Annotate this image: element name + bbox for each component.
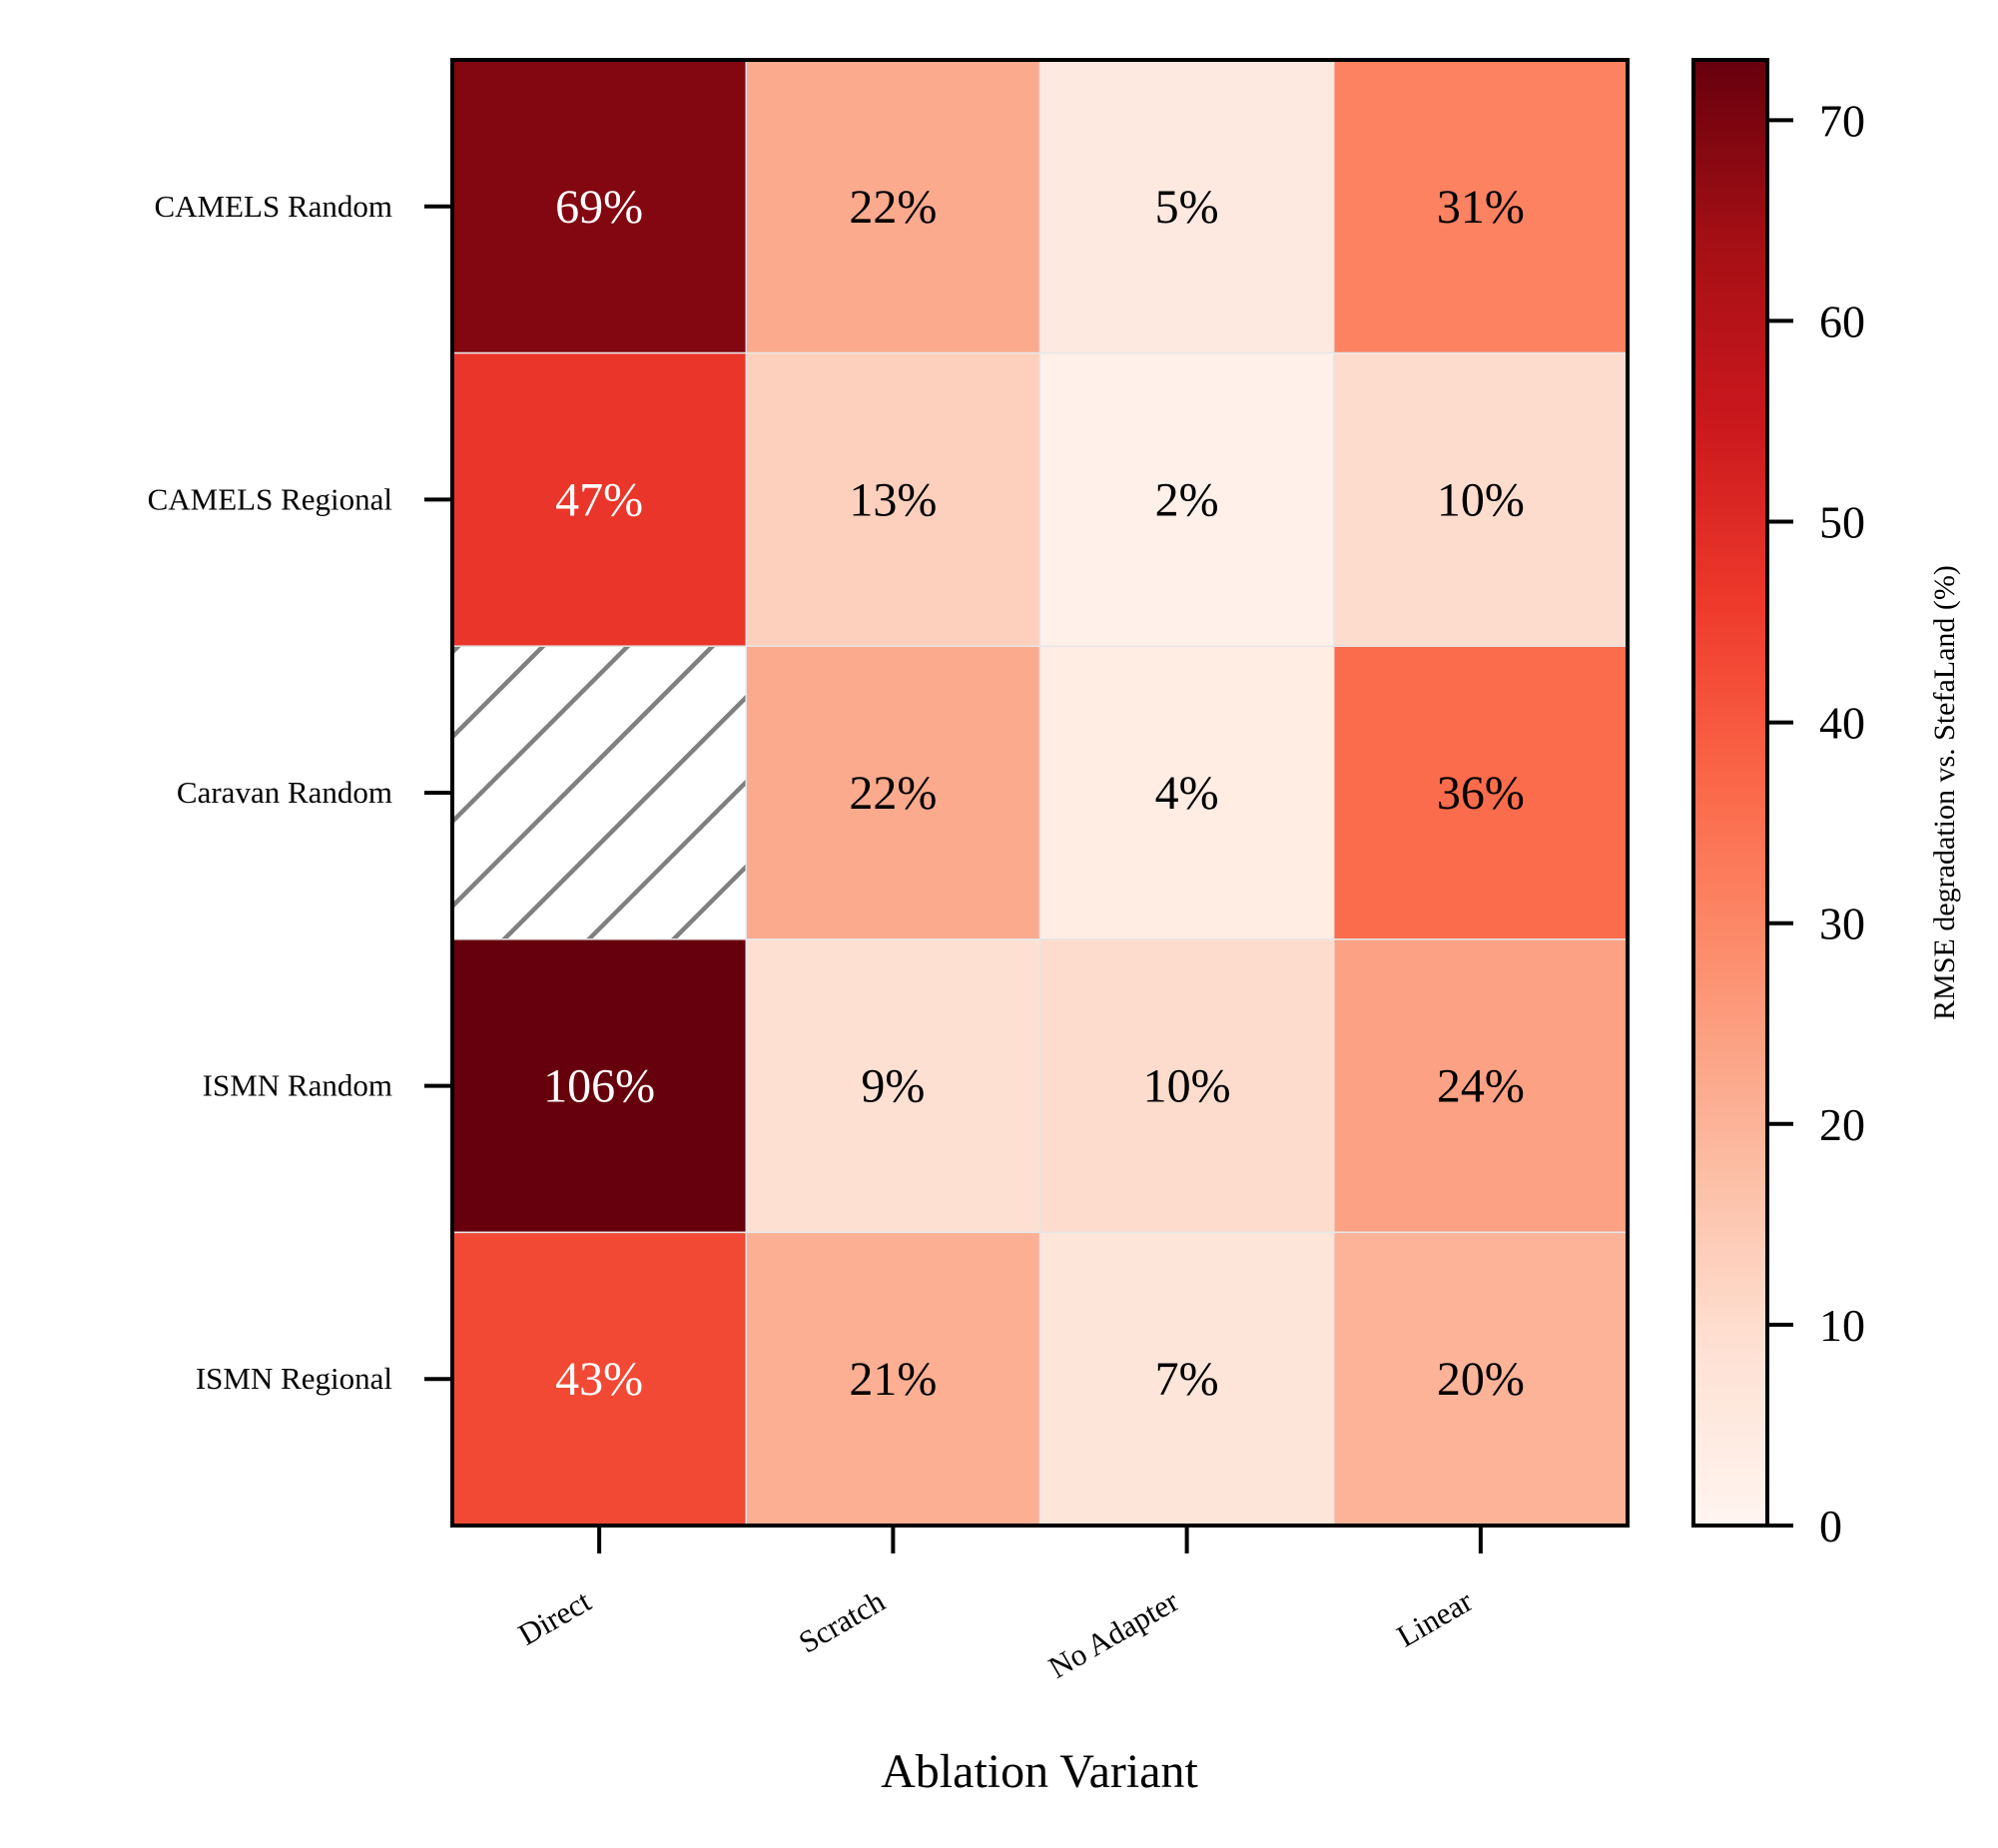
y-tick-label: ISMN Random	[203, 1068, 392, 1103]
y-tick-label: CAMELS Regional	[148, 481, 392, 516]
colorbar-tick-label: 30	[1819, 899, 1865, 949]
x-tick-label: Scratch	[793, 1583, 891, 1660]
y-tick-label: Caravan Random	[177, 775, 392, 810]
heatmap-cell	[1333, 1231, 1629, 1527]
cell-value-label: 69%	[555, 181, 643, 234]
cell-value-label: 24%	[1437, 1060, 1525, 1113]
cell-value-label: 21%	[849, 1353, 937, 1406]
x-tick-label: Linear	[1391, 1582, 1479, 1653]
cell-value-label: 36%	[1437, 767, 1525, 820]
cell-value-label: 2%	[1155, 473, 1219, 526]
heatmap-cell	[1333, 938, 1629, 1234]
heatmap-cell	[451, 1231, 747, 1527]
heatmap-cells	[451, 59, 1629, 1527]
heatmap-cell	[1333, 645, 1629, 940]
heatmap-cell	[1333, 59, 1629, 354]
heatmap-cell	[451, 351, 747, 647]
heatmap-cell	[451, 59, 747, 354]
heatmap-cell	[745, 351, 1041, 647]
colorbar-frame	[1691, 58, 1769, 1528]
colorbar-tick-label: 70	[1819, 95, 1865, 146]
cell-value-label: 13%	[849, 473, 937, 526]
heatmap-cell	[1038, 938, 1335, 1234]
colorbar-tick-label: 60	[1819, 296, 1865, 346]
cell-value-label: 10%	[1143, 1060, 1231, 1113]
heatmap-cell	[1038, 351, 1335, 647]
colorbar-tick-label: 0	[1819, 1501, 1842, 1551]
cell-labels: 69% 22% 5% 31% 47% 13% 2% 10% 22% 4% 36% 106% 9% 10% 2…	[543, 181, 1525, 1406]
cell-value-label: 43%	[555, 1353, 643, 1406]
cell-value-label: 9%	[861, 1060, 925, 1113]
heatmap-cell	[745, 59, 1041, 354]
x-tick-label: No Adapter	[1042, 1582, 1185, 1685]
y-tick-label: ISMN Regional	[196, 1361, 392, 1396]
cell-value-label: 10%	[1437, 473, 1525, 526]
heatmap-cell	[745, 645, 1041, 940]
cell-value-label: 31%	[1437, 181, 1525, 234]
heatmap-cell	[745, 1231, 1041, 1527]
colorbar-tick-label: 20	[1819, 1099, 1865, 1150]
colorbar-tick-label: 50	[1819, 497, 1865, 548]
heatmap-cell	[1333, 351, 1629, 647]
cell-value-label: 20%	[1437, 1353, 1525, 1406]
heatmap-cell	[745, 938, 1041, 1234]
colorbar-label: RMSE degradation vs. StefaLand (%)	[1928, 565, 1961, 1020]
cell-value-label: 4%	[1155, 767, 1219, 820]
colorbar-gradient	[1693, 60, 1767, 1526]
y-axis: CAMELS Random CAMELS Regional Caravan Rand…	[148, 189, 452, 1396]
heatmap-cell	[451, 938, 747, 1234]
cell-value-label: 47%	[555, 473, 643, 526]
cell-value-label: 22%	[849, 181, 937, 234]
cell-value-label: 22%	[849, 767, 937, 820]
colorbar-tick-label: 10	[1819, 1300, 1865, 1351]
colorbar-ticks: 0 10 20 30 40 50 60 70	[1767, 95, 1865, 1551]
x-tick-label: Direct	[512, 1583, 597, 1652]
heatmap-cell-missing	[451, 645, 747, 940]
x-axis-label: Ablation Variant	[881, 1745, 1198, 1798]
heatmap-cell	[1038, 1231, 1335, 1527]
x-axis: Direct Scratch No Adapter Linear	[512, 1526, 1483, 1685]
y-tick-label: CAMELS Random	[154, 189, 392, 224]
cell-value-label: 7%	[1155, 1353, 1219, 1406]
colorbar: 0 10 20 30 40 50 60 70 RMSE degradation vs. Ste…	[1691, 58, 1961, 1551]
cell-value-label: 106%	[543, 1060, 655, 1113]
colorbar-tick-label: 40	[1819, 698, 1865, 749]
cell-value-label: 5%	[1155, 181, 1219, 234]
